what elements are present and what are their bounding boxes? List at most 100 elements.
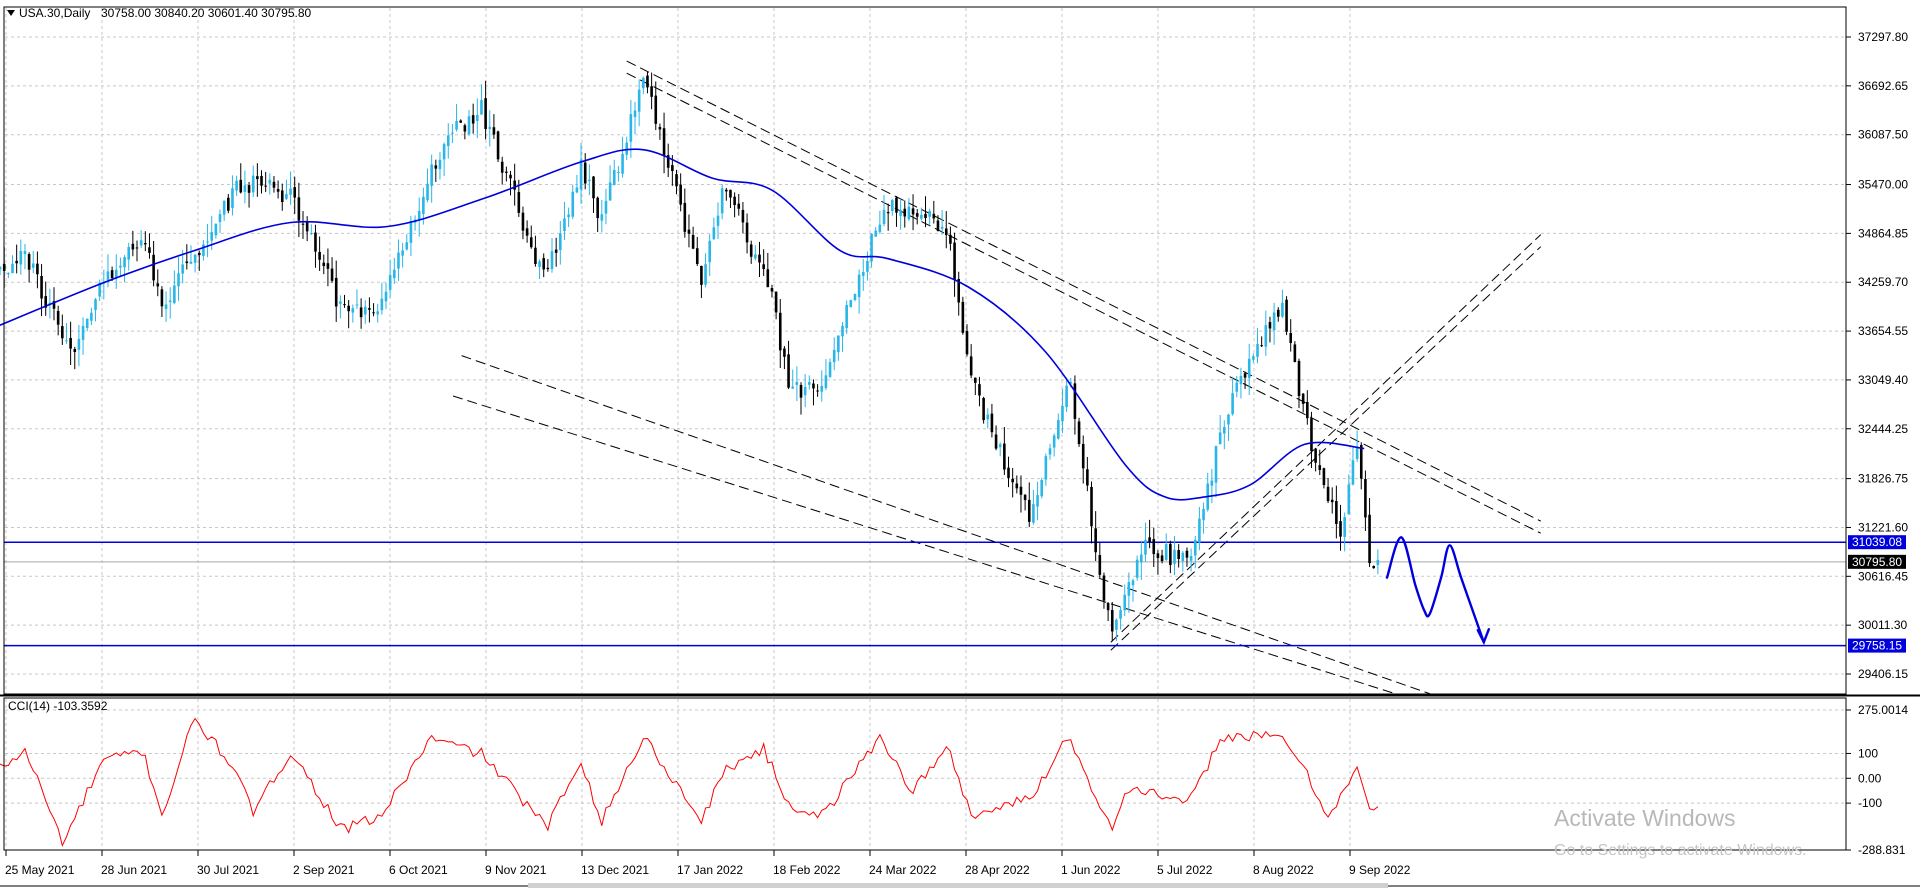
candle-body bbox=[1061, 405, 1064, 422]
trendline[interactable] bbox=[1110, 246, 1542, 651]
date-tick-label: 9 Nov 2021 bbox=[485, 863, 547, 877]
candle-body bbox=[15, 260, 18, 264]
candle-body bbox=[110, 270, 114, 279]
price-tag-current: 30795.80 bbox=[1852, 555, 1902, 569]
candle-body bbox=[264, 185, 267, 187]
candle-body bbox=[471, 115, 475, 124]
trendline[interactable] bbox=[1110, 234, 1542, 643]
candle-body bbox=[210, 232, 214, 241]
date-tick-label: 2 Sep 2021 bbox=[293, 863, 355, 877]
candle-body bbox=[986, 414, 990, 420]
candle-body bbox=[1223, 427, 1226, 434]
candle-body bbox=[405, 242, 409, 250]
candle-body bbox=[592, 176, 595, 199]
candle-body bbox=[44, 296, 48, 308]
price-axis[interactable]: 37297.80 36692.65 36087.50 35470.00 34864.85… bbox=[1846, 30, 1908, 681]
candle-body bbox=[546, 267, 550, 270]
candle-body bbox=[1326, 486, 1330, 502]
candle-body bbox=[1285, 299, 1288, 332]
candle-body bbox=[949, 234, 952, 244]
candle-body bbox=[695, 248, 699, 265]
candle-body bbox=[1081, 443, 1085, 469]
candle-body bbox=[517, 192, 521, 213]
candle-body bbox=[1260, 345, 1263, 347]
candle-body bbox=[1364, 478, 1367, 518]
candle-body bbox=[907, 206, 911, 220]
candle-body bbox=[1148, 537, 1151, 542]
candle-body bbox=[891, 200, 894, 212]
candle-body bbox=[388, 275, 392, 290]
date-axis[interactable]: 25 May 2021 28 Jun 2021 30 Jul 2021 2 Sep 2… bbox=[0, 850, 1920, 888]
candle-body bbox=[1044, 456, 1048, 480]
candle-body bbox=[808, 382, 811, 385]
trendline[interactable] bbox=[626, 60, 1542, 522]
candle-body bbox=[40, 276, 43, 299]
candle-body bbox=[1264, 325, 1268, 347]
candle-body bbox=[164, 304, 168, 309]
candle-body bbox=[1086, 469, 1089, 486]
scrollbar-thumb[interactable] bbox=[528, 883, 1388, 888]
candle-body bbox=[820, 385, 824, 392]
candle-body bbox=[961, 301, 965, 333]
dropdown-triangle-icon[interactable] bbox=[7, 10, 15, 16]
candle-body bbox=[401, 250, 404, 256]
candle-body bbox=[85, 318, 89, 329]
candle-body bbox=[384, 291, 388, 302]
price-tag-support-bg bbox=[1848, 638, 1906, 653]
candle-body bbox=[990, 413, 994, 433]
candle-body bbox=[1376, 559, 1380, 566]
candle-body bbox=[202, 244, 205, 256]
candle-body bbox=[7, 273, 10, 275]
candle-body bbox=[720, 188, 724, 214]
candle-body bbox=[953, 242, 956, 280]
candle-body bbox=[978, 384, 981, 396]
trendline[interactable] bbox=[461, 355, 1433, 696]
candle-body bbox=[1335, 500, 1338, 524]
candle-body bbox=[538, 261, 541, 268]
candle-body bbox=[492, 127, 496, 135]
candle-body bbox=[716, 215, 720, 226]
candle-body bbox=[733, 196, 736, 206]
candle-body bbox=[247, 185, 251, 193]
candle-body bbox=[928, 211, 931, 217]
candle-body bbox=[231, 188, 234, 208]
candle-body bbox=[754, 254, 757, 259]
cci-panel-frame bbox=[3, 697, 1847, 851]
horizontal-levels[interactable] bbox=[4, 541, 1846, 647]
candle-body bbox=[343, 304, 346, 306]
candle-body bbox=[218, 214, 222, 222]
candle-body bbox=[1297, 360, 1301, 397]
candle-body bbox=[19, 250, 23, 265]
candle-body bbox=[969, 356, 973, 376]
candle-body bbox=[1185, 550, 1189, 558]
trendline[interactable] bbox=[626, 72, 1542, 534]
candle-body bbox=[725, 189, 728, 192]
candle-body bbox=[559, 233, 562, 251]
candle-body bbox=[915, 213, 919, 217]
candle-body bbox=[1073, 383, 1077, 419]
cci-label: CCI(14) -103.3592 bbox=[8, 699, 108, 713]
candle-body bbox=[766, 269, 770, 288]
candle-body bbox=[940, 226, 944, 229]
price-tick-label: 36692.65 bbox=[1858, 79, 1908, 93]
candle-body bbox=[799, 384, 803, 398]
price-tick-label: 31221.60 bbox=[1858, 520, 1908, 534]
candle-body bbox=[637, 89, 641, 112]
hand-drawn-projection bbox=[1385, 536, 1491, 646]
candle-body bbox=[994, 434, 998, 449]
candle-body bbox=[1160, 555, 1164, 562]
candle-body bbox=[509, 174, 512, 179]
candle-body bbox=[596, 197, 599, 219]
candle-body bbox=[571, 191, 575, 217]
candle-body bbox=[56, 310, 60, 325]
candle-body bbox=[828, 362, 832, 377]
candle-body bbox=[131, 243, 135, 250]
candle-body bbox=[1339, 521, 1342, 537]
candle-body bbox=[1040, 479, 1044, 497]
candle-body bbox=[878, 224, 882, 232]
candle-body bbox=[276, 189, 280, 192]
candle-body bbox=[1281, 302, 1284, 317]
candle-body bbox=[974, 377, 977, 383]
